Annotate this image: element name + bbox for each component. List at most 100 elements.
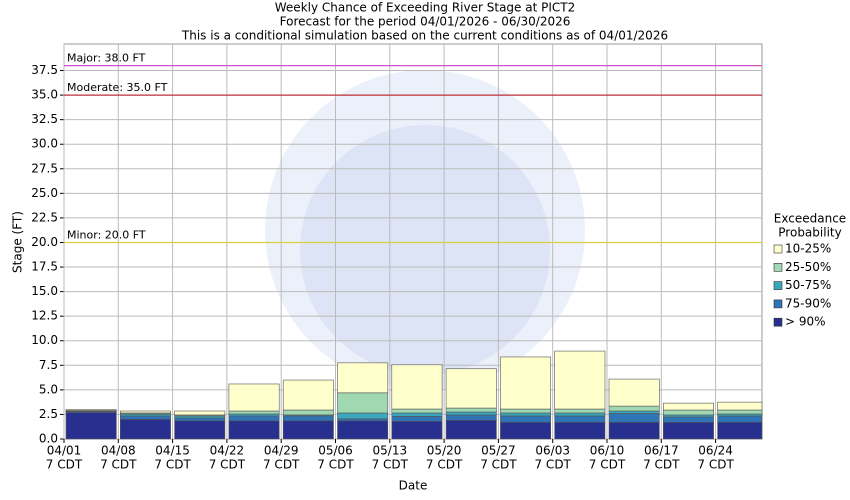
bar-segment <box>174 420 226 440</box>
legend-label: 10-25% <box>785 242 831 256</box>
bar-segment <box>662 416 714 423</box>
x-tick-sublabel: 7 CDT <box>263 458 300 472</box>
bar-segment <box>391 412 443 417</box>
y-tick-label: 10.0 <box>31 333 58 347</box>
y-tick-label: 0.0 <box>39 432 58 446</box>
bar-segment <box>337 362 389 394</box>
x-tick-label: 04/22 <box>210 444 245 458</box>
bar-segment <box>500 415 551 423</box>
x-tick-label: 04/08 <box>101 444 136 458</box>
bar-segment <box>500 356 551 410</box>
bar-segment <box>500 412 551 417</box>
bar-segment <box>174 417 226 422</box>
threshold-label: Minor: 20.0 FT <box>67 228 146 241</box>
legend-title: Exceedance <box>774 212 846 226</box>
bar-segment <box>608 405 660 412</box>
y-tick-label: 27.5 <box>31 161 58 175</box>
legend-swatch <box>773 262 783 272</box>
x-tick-sublabel: 7 CDT <box>426 458 463 472</box>
bar-segment <box>554 421 606 440</box>
bar-segment <box>717 409 763 415</box>
legend-label: 75-90% <box>785 296 831 310</box>
bar-segment <box>608 421 660 440</box>
x-tick-sublabel: 7 CDT <box>643 458 680 472</box>
bar-segment <box>228 410 280 415</box>
threshold-label: Moderate: 35.0 FT <box>67 81 168 94</box>
x-tick-label: 04/01 <box>47 444 82 458</box>
bar-segment <box>282 409 334 416</box>
bar-segment <box>445 407 497 413</box>
x-tick-label: 04/29 <box>264 444 299 458</box>
x-tick-label: 05/20 <box>427 444 462 458</box>
y-tick-label: 2.5 <box>39 407 58 421</box>
bar-segment <box>65 409 117 411</box>
bar-segment <box>282 379 334 411</box>
bar-segment <box>445 411 497 416</box>
bar-segment <box>120 415 171 420</box>
bar-segment <box>228 415 280 422</box>
y-tick-label: 37.5 <box>31 63 58 77</box>
legend-swatch <box>773 299 783 309</box>
bar-segment <box>554 408 606 414</box>
bar-segment <box>337 420 389 440</box>
bar-segment <box>337 412 389 420</box>
legend-swatch <box>773 281 783 290</box>
legend-label: > 90% <box>785 315 826 329</box>
x-tick-sublabel: 7 CDT <box>209 458 246 472</box>
bar-segment <box>391 421 443 440</box>
threshold-label: Major: 38.0 FT <box>67 52 146 65</box>
bar-segment <box>228 420 280 440</box>
bar-segment <box>662 402 714 411</box>
x-tick-label: 05/13 <box>373 444 408 458</box>
bar-segment <box>554 415 606 423</box>
bar-segment <box>445 368 497 409</box>
legend-swatch <box>773 244 783 254</box>
x-tick-sublabel: 7 CDT <box>154 458 191 472</box>
bar-segment <box>391 416 443 422</box>
x-tick-label: 06/10 <box>590 444 625 458</box>
y-tick-label: 15.0 <box>31 284 58 298</box>
watermark <box>300 125 550 375</box>
bar-segment <box>174 410 226 416</box>
bar-segment <box>445 420 497 440</box>
x-tick-sublabel: 7 CDT <box>534 458 571 472</box>
bar-segment <box>228 383 280 412</box>
bar-segment <box>282 420 334 440</box>
y-tick-label: 35.0 <box>31 88 58 102</box>
y-tick-label: 22.5 <box>31 210 58 224</box>
chart-title: Weekly Chance of Exceeding River Stage a… <box>275 1 575 15</box>
y-tick-label: 5.0 <box>39 382 58 396</box>
y-tick-label: 25.0 <box>31 186 58 200</box>
bar-segment <box>662 409 714 416</box>
x-tick-sublabel: 7 CDT <box>480 458 517 472</box>
bar-segment <box>337 392 389 414</box>
chart-title: This is a conditional simulation based o… <box>181 29 668 43</box>
x-tick-sublabel: 7 CDT <box>46 458 83 472</box>
bar-segment <box>662 421 714 440</box>
x-tick-sublabel: 7 CDT <box>697 458 734 472</box>
chart-title: Forecast for the period 04/01/2026 - 06/… <box>280 15 571 29</box>
bar-segment <box>608 410 660 414</box>
y-tick-label: 12.5 <box>31 309 58 323</box>
x-axis-label: Date <box>399 479 428 493</box>
x-tick-label: 06/03 <box>535 444 570 458</box>
x-tick-label: 05/27 <box>481 444 516 458</box>
bar-segment <box>445 414 497 421</box>
x-tick-sublabel: 7 CDT <box>589 458 626 472</box>
legend-title: Probability <box>778 226 841 240</box>
bar-segment <box>282 415 334 422</box>
bar-segment <box>608 413 660 423</box>
bar-segment <box>500 421 551 440</box>
x-tick-label: 06/17 <box>644 444 679 458</box>
x-tick-sublabel: 7 CDT <box>317 458 354 472</box>
y-tick-label: 32.5 <box>31 112 58 126</box>
y-tick-label: 30.0 <box>31 137 58 151</box>
bar-segment <box>391 408 443 414</box>
bar-segment <box>554 350 606 410</box>
bar-segment <box>717 421 763 440</box>
bar-segment <box>554 412 606 417</box>
x-tick-sublabel: 7 CDT <box>372 458 409 472</box>
legend-label: 50-75% <box>785 278 831 292</box>
x-tick-label: 05/06 <box>318 444 353 458</box>
